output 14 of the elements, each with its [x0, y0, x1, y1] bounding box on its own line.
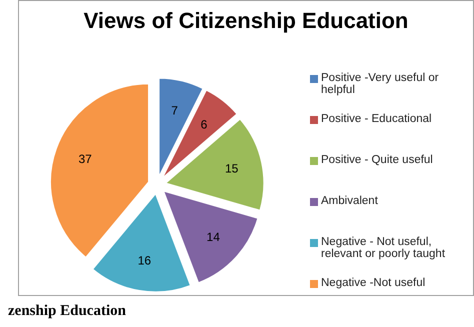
legend-label: Positive -Very useful or helpful [321, 72, 440, 96]
data-label: 6 [200, 118, 208, 132]
legend-label: Ambivalent [321, 195, 378, 207]
data-label: 37 [78, 152, 92, 166]
legend-label: Negative -Not useful [321, 277, 426, 289]
data-label: 15 [225, 162, 239, 176]
data-label: 16 [138, 253, 152, 268]
text: zenship Education [8, 303, 126, 320]
legend-label: Positive - Quite useful [321, 154, 433, 166]
legend-label: Negative - Not useful, relevant or poorly taught [321, 236, 446, 260]
data-label: 14 [206, 230, 220, 244]
legend-label: Positive - Educational [321, 113, 432, 125]
chart-title: Views of Citizenship Education [82, 8, 410, 34]
data-label: 7 [171, 104, 178, 118]
